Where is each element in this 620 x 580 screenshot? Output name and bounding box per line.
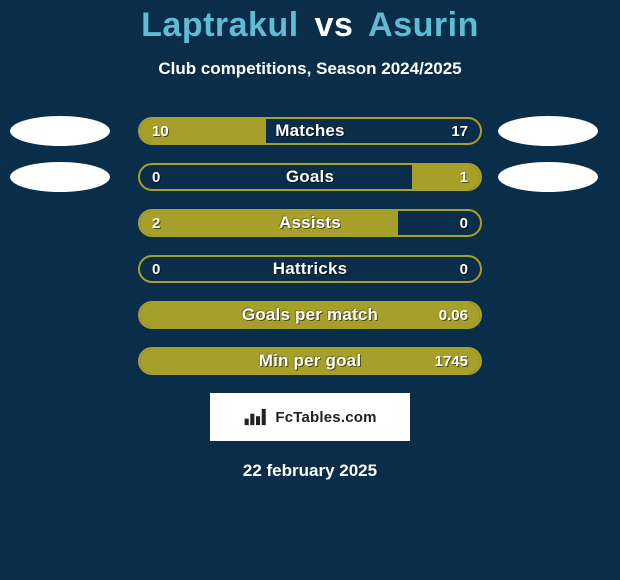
stat-bar: Assists2 0 [138,209,482,237]
stat-bar-value-right: 17 [439,119,480,143]
stat-bar: Hattricks0 0 [138,255,482,283]
stat-bar-label: Goals [140,165,480,189]
stat-bar-value-right: 1 [448,165,480,189]
vs-text: vs [315,6,354,44]
stat-bar-value-right: 1745 [423,349,480,373]
bar-chart-icon [243,406,269,428]
stat-bar-value-right: 0 [448,211,480,235]
stat-bar: Min per goal1745 [138,347,482,375]
source-badge: FcTables.com [210,393,410,441]
comparison-card: Laptrakul vs Asurin Club competitions, S… [0,0,620,580]
stat-bar: Goals per match0.06 [138,301,482,329]
stat-bar-label: Hattricks [140,257,480,281]
card-subtitle: Club competitions, Season 2024/2025 [0,59,620,79]
stat-bar-value-right: 0.06 [427,303,480,327]
stat-bar-value-left: 0 [140,257,172,281]
player-1-name: Laptrakul [141,6,299,44]
stat-bar-value-left: 2 [140,211,172,235]
stat-bar-value-left: 10 [140,119,181,143]
player-1-badge [10,116,110,146]
stats-bars-area: Matches1017Goals01Assists20Hattricks00Go… [0,117,620,375]
card-title: Laptrakul vs Asurin [0,6,620,45]
card-date: 22 february 2025 [0,461,620,481]
player-2-badge [498,116,598,146]
player-2-badge [498,162,598,192]
player-2-name: Asurin [368,6,479,44]
source-label: FcTables.com [275,409,376,426]
stat-bar-label: Assists [140,211,480,235]
stat-bar: Matches10 17 [138,117,482,145]
stat-bar-label: Matches [140,119,480,143]
stat-bar-value-left: 0 [140,165,172,189]
stat-bar-value-right: 0 [448,257,480,281]
player-1-badge [10,162,110,192]
stat-bar: Goals0 1 [138,163,482,191]
